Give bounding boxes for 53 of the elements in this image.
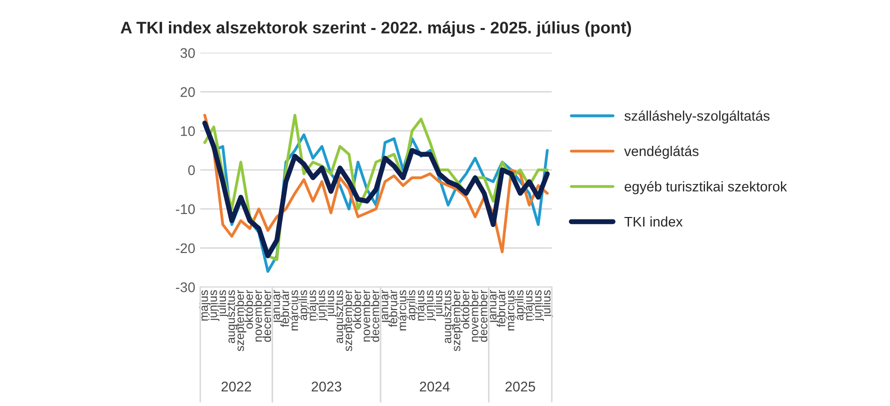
- x-tick-label: március: [289, 290, 298, 330]
- x-tick-label: április: [406, 290, 418, 320]
- x-tick-label: december: [478, 290, 488, 342]
- x-tick-label: április: [514, 290, 526, 320]
- x-tick-label: június: [316, 290, 328, 321]
- x-tick-label: január: [271, 290, 282, 323]
- y-tick-label: 30: [180, 48, 195, 58]
- x-tick-label: január: [488, 290, 499, 323]
- x-tick-label: július: [542, 290, 553, 318]
- text: 2022: [222, 382, 252, 392]
- x-tick-label: november: [362, 290, 370, 342]
- y-tick-label: -10: [176, 204, 195, 214]
- y-tick-label: 0: [188, 165, 195, 176]
- legend-label: egyéb turisztikai szektorok: [624, 181, 788, 194]
- x-tick-label: szeptember: [343, 290, 354, 352]
- x-tick-label: március: [506, 290, 514, 330]
- x-tick-label: október: [460, 290, 470, 329]
- legend-label: TKI index: [624, 216, 683, 227]
- x-tick-label: július: [325, 290, 337, 318]
- x-tick-label: augusztus: [335, 290, 346, 344]
- x-tick-label: szeptember: [452, 290, 463, 352]
- legend-label: vendéglátás: [624, 146, 699, 159]
- x-tick-label: november: [253, 290, 262, 342]
- x-tick-label: október: [352, 290, 362, 329]
- chart-title: A TKI index alszektorok szerint - 2022. május - 2025. július (pont): [120, 21, 631, 37]
- y-tick-label: 20: [180, 87, 195, 97]
- x-tick-label: május: [416, 290, 427, 321]
- x-tick-label: november: [470, 290, 478, 342]
- x-tick-label: december: [370, 290, 380, 342]
- x-tick-label: február: [280, 290, 290, 328]
- x-tick-label: június: [532, 290, 544, 321]
- x-tick-label: október: [244, 290, 253, 329]
- text: 2023: [312, 382, 342, 392]
- x-tick-label: április: [298, 290, 310, 320]
- x-tick-label: február: [496, 290, 506, 328]
- x-tick-label: május: [199, 290, 210, 321]
- x-tick-label: december: [262, 290, 272, 342]
- x-tick-label: július: [217, 290, 228, 318]
- y-tick-label: -20: [176, 243, 195, 254]
- x-tick-label: június: [208, 290, 220, 321]
- y-tick-label: 10: [181, 126, 195, 136]
- text: 2024: [420, 382, 450, 392]
- x-tick-label: szeptember: [235, 290, 246, 352]
- x-tick-label: augusztus: [444, 290, 454, 344]
- x-tick-label: június: [424, 290, 436, 321]
- x-tick-label: május: [524, 290, 535, 321]
- y-tick-label: -30: [176, 282, 195, 292]
- x-tick-label: július: [434, 290, 445, 318]
- x-tick-label: május: [307, 290, 318, 321]
- legend-label: szálláshely-szolgáltatás: [624, 110, 770, 124]
- x-tick-label: augusztus: [227, 290, 238, 344]
- text: 2025: [506, 382, 536, 392]
- x-tick-label: március: [397, 290, 406, 330]
